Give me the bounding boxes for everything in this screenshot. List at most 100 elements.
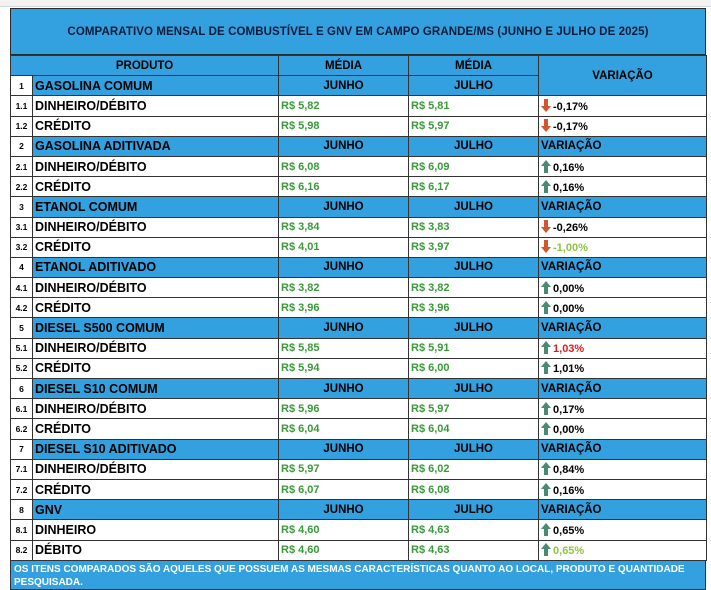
group-col-julho: JULHO xyxy=(408,75,540,97)
group-header-row: 7 DIESEL S10 ADITIVADO JUNHO JULHO VARIAÇÃO xyxy=(10,438,708,460)
group-col-variacao: VARIAÇÃO xyxy=(538,499,708,521)
group-number: 8 xyxy=(10,499,33,521)
row-variation: 0,17% xyxy=(538,398,708,420)
row-product: CRÉDITO xyxy=(31,478,280,501)
group-col-junho: JUNHO xyxy=(278,256,410,279)
row-price-junho: R$ 6,07 xyxy=(278,478,410,501)
row-price-julho: R$ 6,09 xyxy=(408,155,540,178)
row-price-junho: R$ 3,84 xyxy=(278,216,410,238)
row-number: 1.2 xyxy=(10,115,33,137)
row-variation: 0,16% xyxy=(538,176,708,198)
table-row: 7.2 CRÉDITO R$ 6,07 R$ 6,08 0,16% xyxy=(10,478,708,501)
row-variation: 0,84% xyxy=(538,458,708,480)
arrow-up-icon xyxy=(541,280,553,295)
table-row: 3.1 DINHEIRO/DÉBITO R$ 3,84 R$ 3,83 -0,26% xyxy=(10,216,708,238)
table-row: 4.1 DINHEIRO/DÉBITO R$ 3,82 R$ 3,82 0,00% xyxy=(10,277,708,299)
row-price-junho: R$ 5,97 xyxy=(278,458,410,480)
row-product: DINHEIRO/DÉBITO xyxy=(31,458,280,480)
row-price-julho: R$ 5,81 xyxy=(408,95,540,117)
row-variation: -0,26% xyxy=(538,216,708,238)
fuel-comparison-table: PRODUTO MÉDIA MÉDIA VARIAÇÃO 1 GASOLINA C… xyxy=(9,54,708,561)
row-variation: 1,03% xyxy=(538,337,708,359)
group-col-junho: JUNHO xyxy=(278,377,410,400)
row-variation: 0,65% xyxy=(538,539,708,561)
row-variation: -0,17% xyxy=(538,115,708,137)
table-row: 8.1 DINHEIRO R$ 4,60 R$ 4,63 0,65% xyxy=(10,519,708,541)
row-variation: 1,01% xyxy=(538,357,708,380)
row-variation: -0,17% xyxy=(538,95,708,117)
row-number: 6.1 xyxy=(10,398,33,420)
group-number: 4 xyxy=(10,256,33,279)
table-row: 1.2 CRÉDITO R$ 5,98 R$ 5,97 -0,17% xyxy=(10,115,708,137)
group-number: 5 xyxy=(10,317,33,339)
row-price-julho: R$ 5,91 xyxy=(408,337,540,359)
row-product: DINHEIRO/DÉBITO xyxy=(31,337,280,359)
variation-value: 0,00% xyxy=(553,423,585,436)
group-col-junho: JUNHO xyxy=(278,75,410,97)
row-product: DINHEIRO/DÉBITO xyxy=(31,398,280,420)
group-col-variacao: VARIAÇÃO xyxy=(538,317,708,339)
group-col-julho: JULHO xyxy=(408,499,540,521)
group-col-julho: JULHO xyxy=(408,377,540,400)
group-col-variacao: VARIAÇÃO xyxy=(538,256,708,279)
row-number: 1.1 xyxy=(10,95,33,117)
variation-value: 0,00% xyxy=(553,282,585,295)
variation-value: 0,65% xyxy=(553,524,585,537)
row-price-julho: R$ 4,63 xyxy=(408,519,540,541)
row-price-junho: R$ 5,94 xyxy=(278,357,410,380)
group-col-julho: JULHO xyxy=(408,196,540,218)
group-number: 3 xyxy=(10,196,33,218)
group-col-variacao: VARIAÇÃO xyxy=(538,438,708,460)
row-variation: -1,00% xyxy=(538,236,708,258)
table-row: 8.2 DÉBITO R$ 4,60 R$ 4,63 0,65% xyxy=(10,539,708,561)
row-number: 8.1 xyxy=(10,519,33,541)
variation-value: 0,17% xyxy=(553,403,585,416)
group-header-row: 5 DIESEL S500 COMUM JUNHO JULHO VARIAÇÃO xyxy=(10,317,708,339)
row-price-julho: R$ 5,97 xyxy=(408,398,540,420)
table-row: 2.2 CRÉDITO R$ 6,16 R$ 6,17 0,16% xyxy=(10,176,708,198)
arrow-up-icon xyxy=(541,462,553,476)
arrow-down-icon xyxy=(541,240,553,254)
group-col-variacao: VARIAÇÃO xyxy=(538,135,708,157)
group-name: GASOLINA ADITIVADA xyxy=(31,135,280,157)
row-variation: 0,16% xyxy=(538,478,708,501)
row-number: 7.2 xyxy=(10,478,33,501)
row-price-julho: R$ 3,83 xyxy=(408,216,540,238)
table-body: PRODUTO MÉDIA MÉDIA VARIAÇÃO 1 GASOLINA C… xyxy=(9,54,708,561)
group-col-junho: JUNHO xyxy=(278,438,410,460)
group-name: GNV xyxy=(31,499,280,521)
row-variation: 0,00% xyxy=(538,418,708,440)
row-price-julho: R$ 3,97 xyxy=(408,236,540,258)
group-col-variacao: VARIAÇÃO xyxy=(538,377,708,400)
group-name: ETANOL ADITIVADO xyxy=(31,256,280,279)
row-price-junho: R$ 6,08 xyxy=(278,155,410,178)
group-col-junho: JUNHO xyxy=(278,196,410,218)
row-price-julho: R$ 6,00 xyxy=(408,357,540,380)
header-produto: PRODUTO xyxy=(9,54,280,77)
table-row: 4.2 CRÉDITO R$ 3,96 R$ 3,96 0,00% xyxy=(10,297,708,319)
top-strip xyxy=(0,0,711,7)
row-product: DINHEIRO/DÉBITO xyxy=(31,277,280,299)
row-price-julho: R$ 3,82 xyxy=(408,277,540,299)
table-row: 7.1 DINHEIRO/DÉBITO R$ 5,97 R$ 6,02 0,84% xyxy=(10,458,708,480)
group-name: DIESEL S500 COMUM xyxy=(31,317,280,339)
arrow-up-icon xyxy=(541,179,553,194)
row-product: DÉBITO xyxy=(31,539,280,561)
header-row: PRODUTO MÉDIA MÉDIA VARIAÇÃO xyxy=(9,54,708,97)
row-number: 3.1 xyxy=(10,216,33,238)
variation-value: 0,65% xyxy=(553,545,585,558)
arrow-up-icon xyxy=(541,159,553,174)
group-header-row: 3 ETANOL COMUM JUNHO JULHO VARIAÇÃO xyxy=(10,196,708,218)
group-col-julho: JULHO xyxy=(408,135,540,157)
table-row: 1.1 DINHEIRO/DÉBITO R$ 5,82 R$ 5,81 -0,17% xyxy=(10,95,708,117)
arrow-up-icon xyxy=(541,300,553,315)
arrow-down-icon xyxy=(541,98,553,113)
row-number: 3.2 xyxy=(10,236,33,258)
group-col-junho: JUNHO xyxy=(278,135,410,157)
group-col-junho: JUNHO xyxy=(278,499,410,521)
group-number: 6 xyxy=(10,377,33,400)
row-price-julho: R$ 6,02 xyxy=(408,458,540,480)
row-product: DINHEIRO/DÉBITO xyxy=(31,155,280,178)
row-price-junho: R$ 4,01 xyxy=(278,236,410,258)
page-title: COMPARATIVO MENSAL DE COMBUSTÍVEL E GNV … xyxy=(10,8,706,55)
